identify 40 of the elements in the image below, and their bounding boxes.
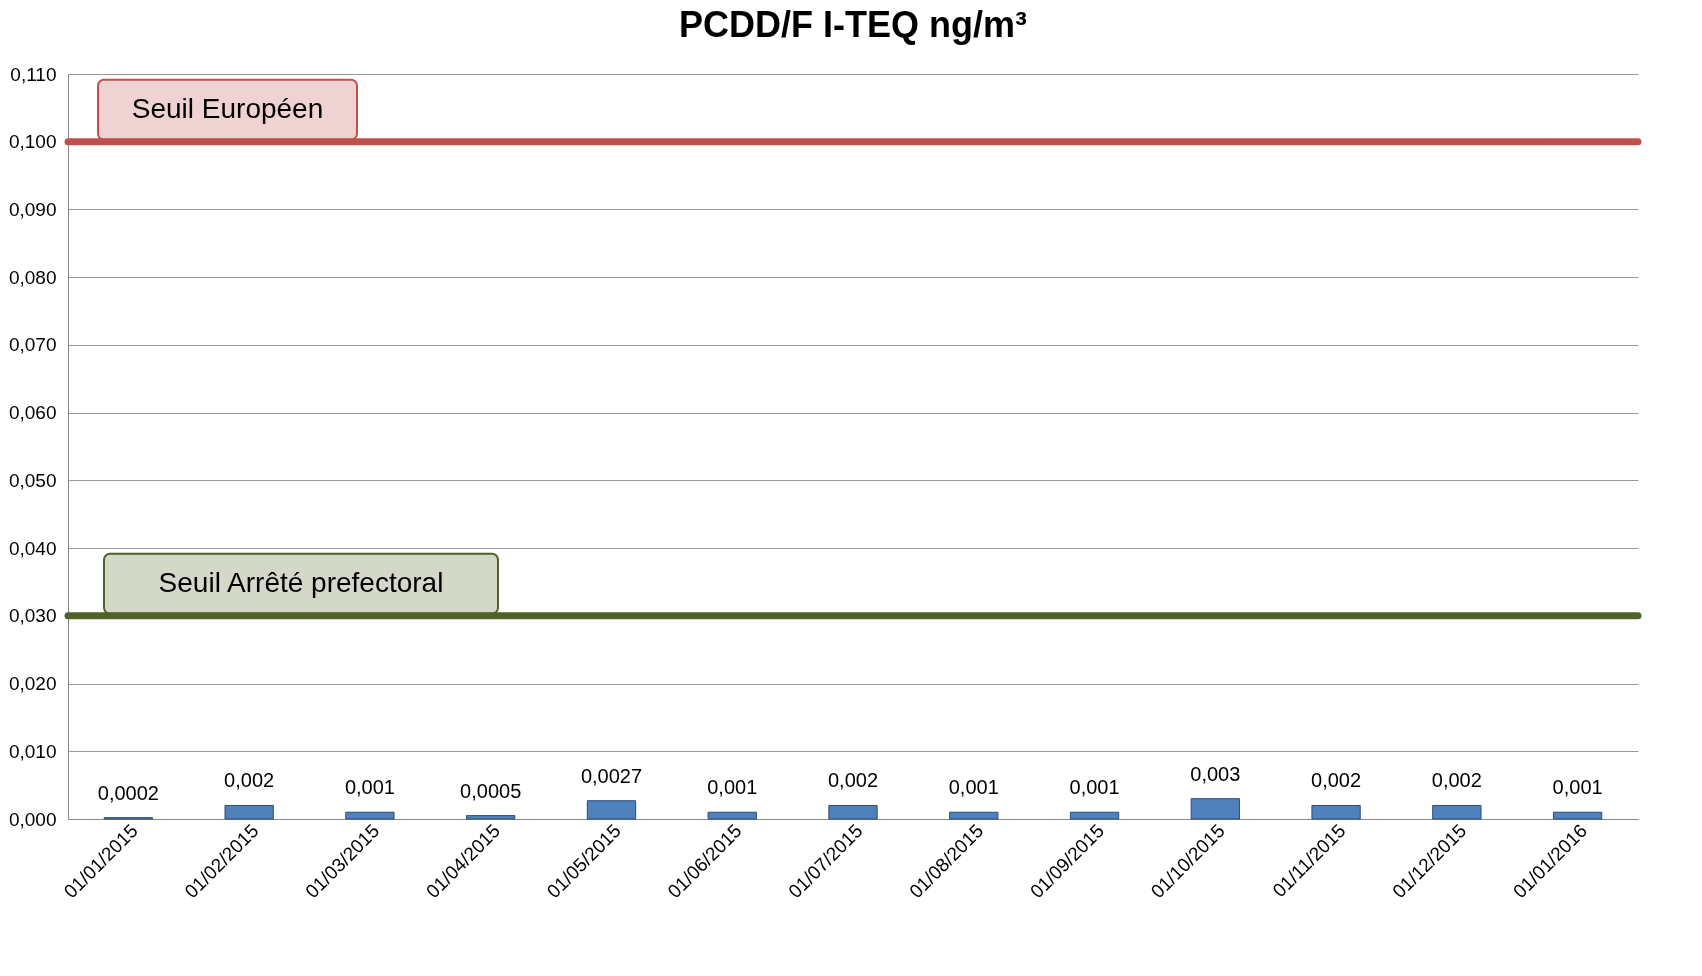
y-tick-label: 0,110 — [10, 63, 57, 85]
y-tick-label: 0,090 — [8, 198, 57, 220]
y-tick-label: 0,030 — [8, 605, 57, 627]
data-label: 0,002 — [1431, 769, 1482, 792]
data-label: 0,002 — [1311, 769, 1362, 792]
y-tick-label: 0,100 — [8, 131, 57, 153]
bar — [707, 811, 757, 820]
bar — [1069, 811, 1120, 820]
data-label: 0,0005 — [460, 779, 522, 802]
y-tick-label: 0,070 — [8, 334, 57, 356]
data-label: 0,002 — [827, 769, 879, 792]
ref-line-label: Seuil Européen — [131, 92, 324, 124]
bar — [345, 811, 395, 820]
y-tick-label: 0,050 — [8, 469, 57, 491]
bar — [1311, 804, 1361, 820]
bar — [586, 800, 637, 820]
y-tick-label: 0,060 — [8, 402, 57, 424]
data-label: 0,001 — [707, 776, 758, 799]
data-label: 0,001 — [1069, 776, 1120, 799]
ref-line-label: Seuil Arrêté prefectoral — [158, 566, 444, 598]
data-label: 0,0002 — [97, 781, 159, 804]
bar — [1432, 804, 1482, 820]
chart-title: PCDD/F I-TEQ ng/m³ — [679, 4, 1027, 45]
bar — [466, 815, 516, 820]
bar — [1552, 811, 1603, 820]
bar — [1190, 798, 1240, 820]
bar — [949, 811, 999, 820]
data-label: 0,001 — [948, 776, 999, 799]
data-label: 0,002 — [224, 769, 275, 792]
bar — [224, 804, 274, 820]
data-label: 0,001 — [344, 776, 395, 799]
y-tick-label: 0,000 — [8, 808, 57, 830]
data-label: 0,0027 — [580, 764, 643, 787]
bar — [828, 804, 878, 820]
data-label: 0,001 — [1552, 776, 1603, 799]
data-label: 0,003 — [1190, 762, 1241, 785]
y-tick-label: 0,020 — [8, 673, 57, 695]
y-tick-label: 0,040 — [8, 537, 57, 559]
y-tick-label: 0,010 — [8, 740, 57, 762]
y-tick-label: 0,080 — [8, 266, 57, 288]
